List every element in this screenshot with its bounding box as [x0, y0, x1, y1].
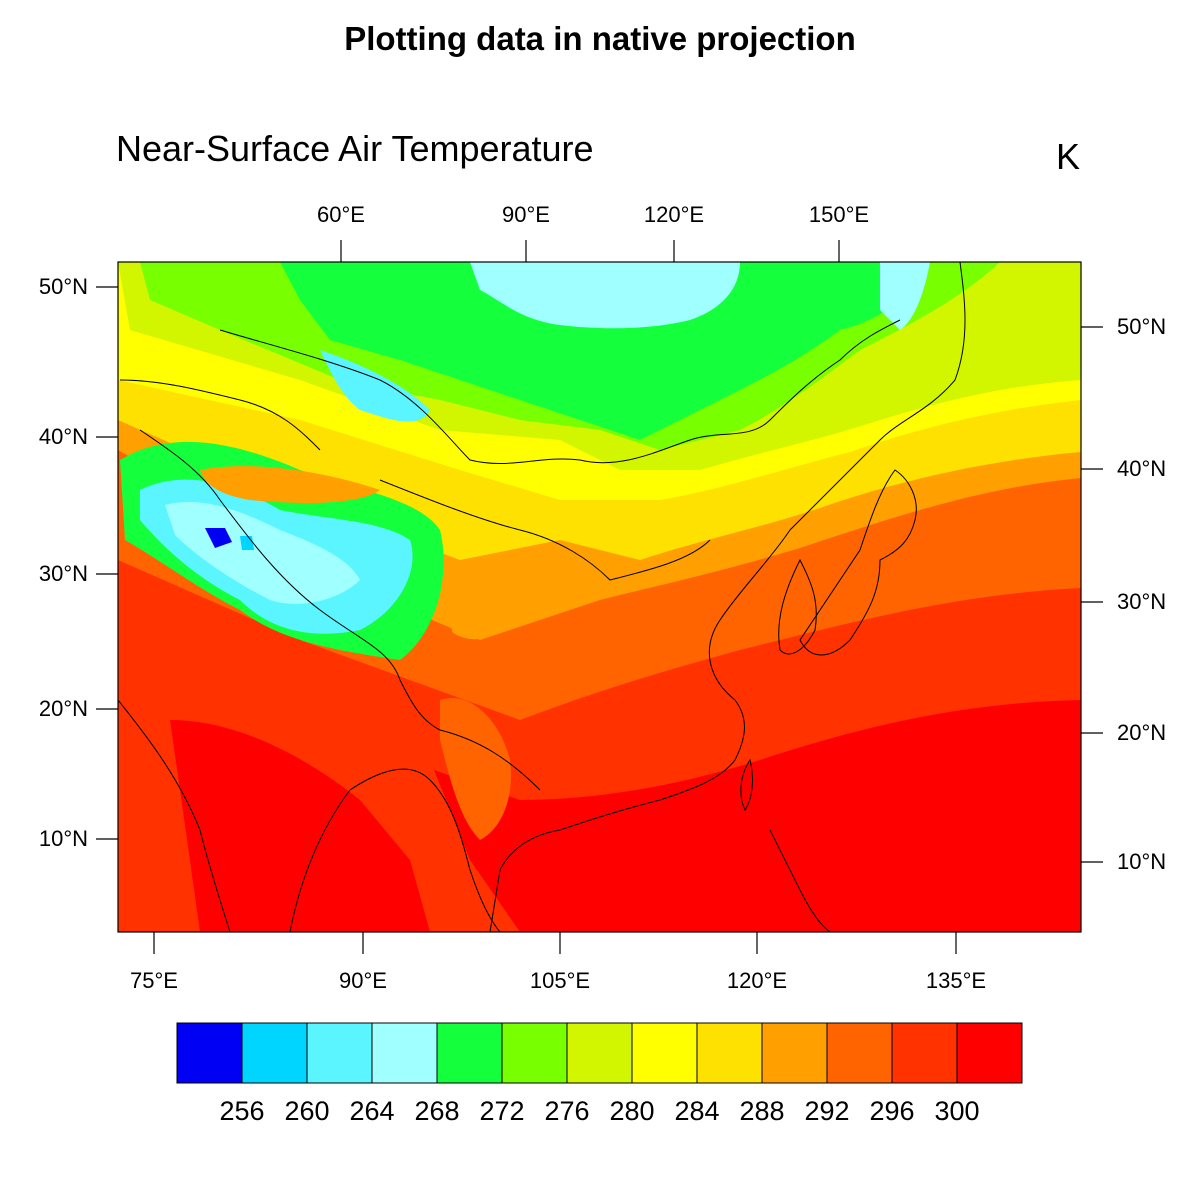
- field-seasia-hills: [440, 698, 511, 840]
- colorbar-label: 276: [544, 1096, 590, 1126]
- left-lat-label-40n: 40°N: [38, 424, 88, 449]
- left-lat-label-10n: 10°N: [38, 826, 88, 851]
- field-kamchatka-cold: [880, 262, 930, 330]
- coastlines: [118, 262, 966, 932]
- coast-philippines: [769, 829, 831, 932]
- colorbar-label: 292: [804, 1096, 850, 1126]
- colorbar-swatch: [501, 1022, 568, 1084]
- coast-japan: [799, 469, 917, 656]
- border-kazakh: [119, 379, 321, 451]
- coast-china-east: [489, 262, 966, 932]
- top-lon-label-90e: 90°E: [502, 202, 550, 227]
- field-siberia-coldest: [470, 262, 740, 329]
- bottom-lon-label-75e: 75°E: [130, 968, 178, 993]
- right-lat-label-20n: 20°N: [1117, 720, 1167, 745]
- right-lat-label-40n: 40°N: [1117, 456, 1167, 481]
- colorbar-swatch: [631, 1022, 698, 1084]
- colorbar-swatch: [761, 1022, 828, 1084]
- field-tibet-peak: [205, 528, 232, 548]
- colorbar-label: 260: [284, 1096, 330, 1126]
- border-china-west: [139, 429, 541, 791]
- border-mongolia: [379, 479, 711, 581]
- colorbar-swatch: [436, 1022, 503, 1084]
- colorbar-swatch: [956, 1022, 1023, 1084]
- left-lat-label-20n: 20°N: [38, 696, 88, 721]
- right-lat-label-30n: 30°N: [1117, 589, 1167, 614]
- bottom-lon-label-120e: 120°E: [726, 968, 788, 993]
- colorbar-label: 280: [609, 1096, 655, 1126]
- colorbar-swatch: [371, 1022, 438, 1084]
- left-lat-label-30n: 30°N: [38, 561, 88, 586]
- colorbar-label: 284: [674, 1096, 720, 1126]
- colorbar-swatch: [566, 1022, 633, 1084]
- colorbar: [176, 1022, 1023, 1084]
- tick-marks: [96, 240, 1103, 954]
- colorbar-swatch: [176, 1022, 243, 1084]
- colorbar-label: 268: [414, 1096, 460, 1126]
- coast-bay-bengal: [289, 768, 501, 932]
- field-sichuan-warm: [450, 601, 500, 640]
- bottom-lon-label-105e: 105°E: [529, 968, 591, 993]
- colorbar-label: 256: [219, 1096, 265, 1126]
- coast-india: [118, 699, 231, 932]
- variable-subtitle: Near-Surface Air Temperature: [116, 128, 594, 169]
- field-tibet-peak2: [240, 536, 254, 550]
- colorbar-label: 288: [739, 1096, 785, 1126]
- field-tibet-core: [165, 501, 360, 604]
- top-lon-label-60e: 60°E: [317, 202, 365, 227]
- units-subtitle: K: [1056, 136, 1081, 177]
- map-title: Plotting data in native projection: [344, 20, 856, 57]
- right-lat-label-10n: 10°N: [1117, 849, 1167, 874]
- bottom-lon-label-90e: 90°E: [339, 968, 387, 993]
- colorbar-label: 300: [934, 1096, 980, 1126]
- field-siberia-cold: [280, 262, 920, 440]
- colorbar-swatch: [241, 1022, 308, 1084]
- colorbar-swatch: [696, 1022, 763, 1084]
- colorbar-swatch: [306, 1022, 373, 1084]
- colorbar-label: 264: [349, 1096, 395, 1126]
- field-india-hot: [170, 720, 430, 932]
- top-lon-label-120e: 120°E: [643, 202, 705, 227]
- colorbar-swatch: [891, 1022, 958, 1084]
- colorbar-label: 296: [869, 1096, 915, 1126]
- border-china-north: [219, 319, 901, 465]
- map-frame: [117, 261, 1082, 933]
- colorbar-label: 272: [479, 1096, 525, 1126]
- coast-korea: [778, 558, 817, 655]
- bottom-lon-label-135e: 135°E: [925, 968, 987, 993]
- temperature-field: [118, 262, 1081, 932]
- left-lat-label-50n: 50°N: [38, 274, 88, 299]
- coast-taiwan: [740, 758, 753, 811]
- top-lon-label-150e: 150°E: [808, 202, 870, 227]
- colorbar-swatch: [826, 1022, 893, 1084]
- field-tarim-warm: [200, 466, 380, 503]
- right-lat-label-50n: 50°N: [1117, 314, 1167, 339]
